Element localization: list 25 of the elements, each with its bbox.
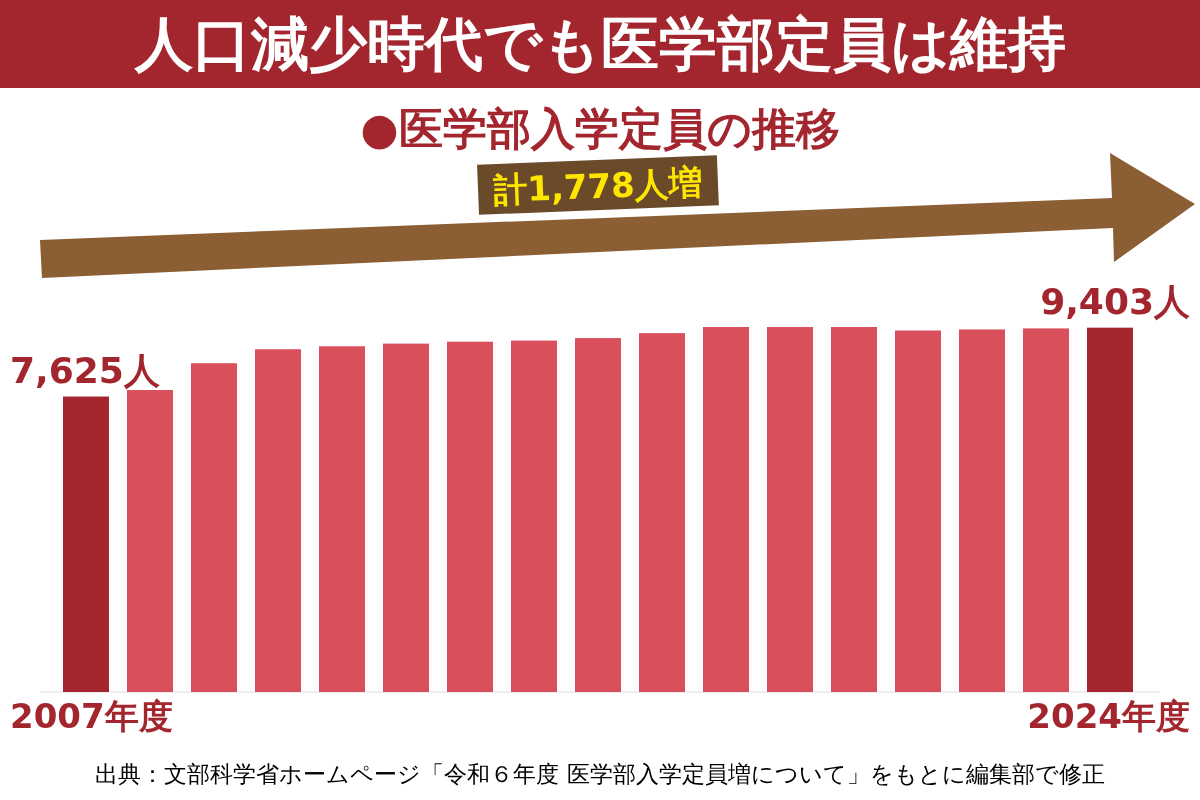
bar [447, 341, 493, 692]
bar [767, 327, 813, 692]
source-note: 出典：文部科学省ホームページ「令和６年度 医学部入学定員増について」をもとに編集部で修正 [95, 761, 1105, 787]
chart-subtitle: ●医学部入学定員の推移 [360, 103, 840, 154]
bar [703, 327, 749, 692]
bar [511, 340, 557, 692]
bar [575, 338, 621, 692]
bar [959, 329, 1005, 692]
bar [127, 390, 173, 692]
data-label: 7,625人 [10, 349, 160, 391]
bar [895, 330, 941, 692]
bar [319, 346, 365, 692]
chart-title: 人口減少時代でも医学部定員は維持 [133, 10, 1066, 78]
bar [63, 396, 109, 692]
x-tick-label: 2007年度 [10, 696, 173, 736]
bar [191, 363, 237, 692]
bar [1087, 327, 1133, 692]
text: 計1,778人増 [491, 161, 704, 211]
bar [255, 349, 301, 692]
x-tick-label: 2024年度 [1027, 696, 1190, 736]
bar [383, 343, 429, 692]
data-label: 9,403人 [1040, 280, 1190, 322]
bar [1023, 328, 1069, 692]
bar [639, 333, 685, 692]
bar [831, 327, 877, 692]
